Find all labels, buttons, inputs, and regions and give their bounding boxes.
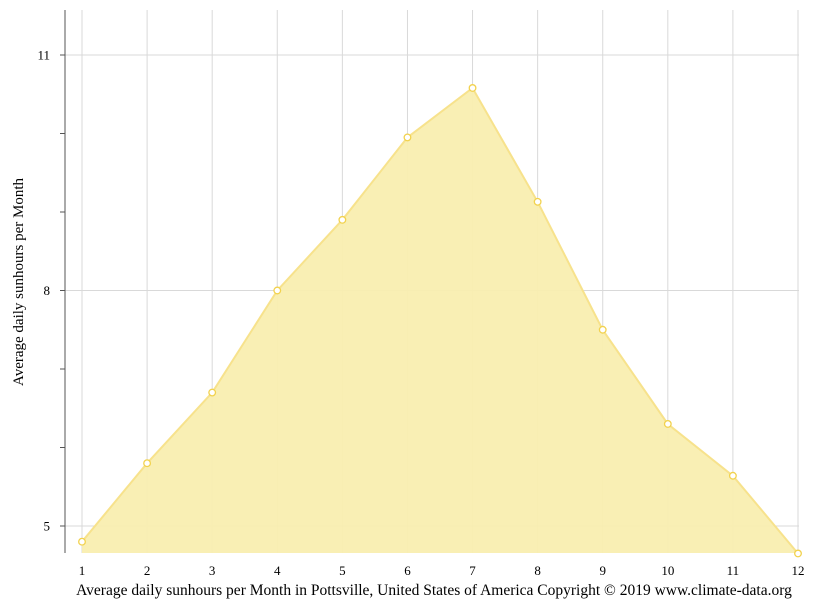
series-line	[81, 86, 799, 555]
x-tick-label: 9	[599, 563, 606, 578]
area-fill	[82, 88, 798, 554]
x-tick-label: 12	[792, 563, 805, 578]
data-point	[338, 215, 347, 224]
x-tick-label: 8	[534, 563, 541, 578]
data-point	[273, 286, 282, 295]
x-tick-label: 4	[274, 563, 281, 578]
data-point	[208, 388, 217, 397]
data-point	[794, 549, 802, 558]
axes	[60, 10, 66, 553]
data-point	[468, 84, 477, 92]
data-point	[663, 420, 672, 428]
chart-caption: Average daily sunhours per Month in Pott…	[76, 582, 792, 599]
data-point	[78, 537, 86, 546]
data-markers	[78, 84, 802, 558]
x-tick-label: 3	[209, 563, 216, 578]
data-point	[403, 133, 412, 142]
x-tick-label: 7	[469, 563, 476, 578]
data-point	[533, 197, 542, 206]
x-tick-label: 1	[79, 563, 86, 578]
y-tick-labels: 5 8 11	[37, 48, 50, 534]
y-tick-label: 11	[37, 48, 50, 63]
x-tick-label: 11	[727, 563, 740, 578]
x-tick-labels: 1 2 3 4 5 6 7 8 9 10 11 12	[79, 563, 805, 578]
y-tick-label: 8	[44, 283, 51, 298]
data-point	[598, 325, 607, 334]
x-tick-label: 6	[404, 563, 411, 578]
x-tick-label: 5	[339, 563, 346, 578]
data-point	[143, 459, 152, 468]
y-axis-label: Average daily sunhours per Month	[11, 178, 27, 387]
data-point	[728, 471, 737, 480]
x-tick-label: 2	[144, 563, 151, 578]
x-tick-label: 10	[661, 563, 674, 578]
y-tick-label: 5	[44, 519, 51, 534]
